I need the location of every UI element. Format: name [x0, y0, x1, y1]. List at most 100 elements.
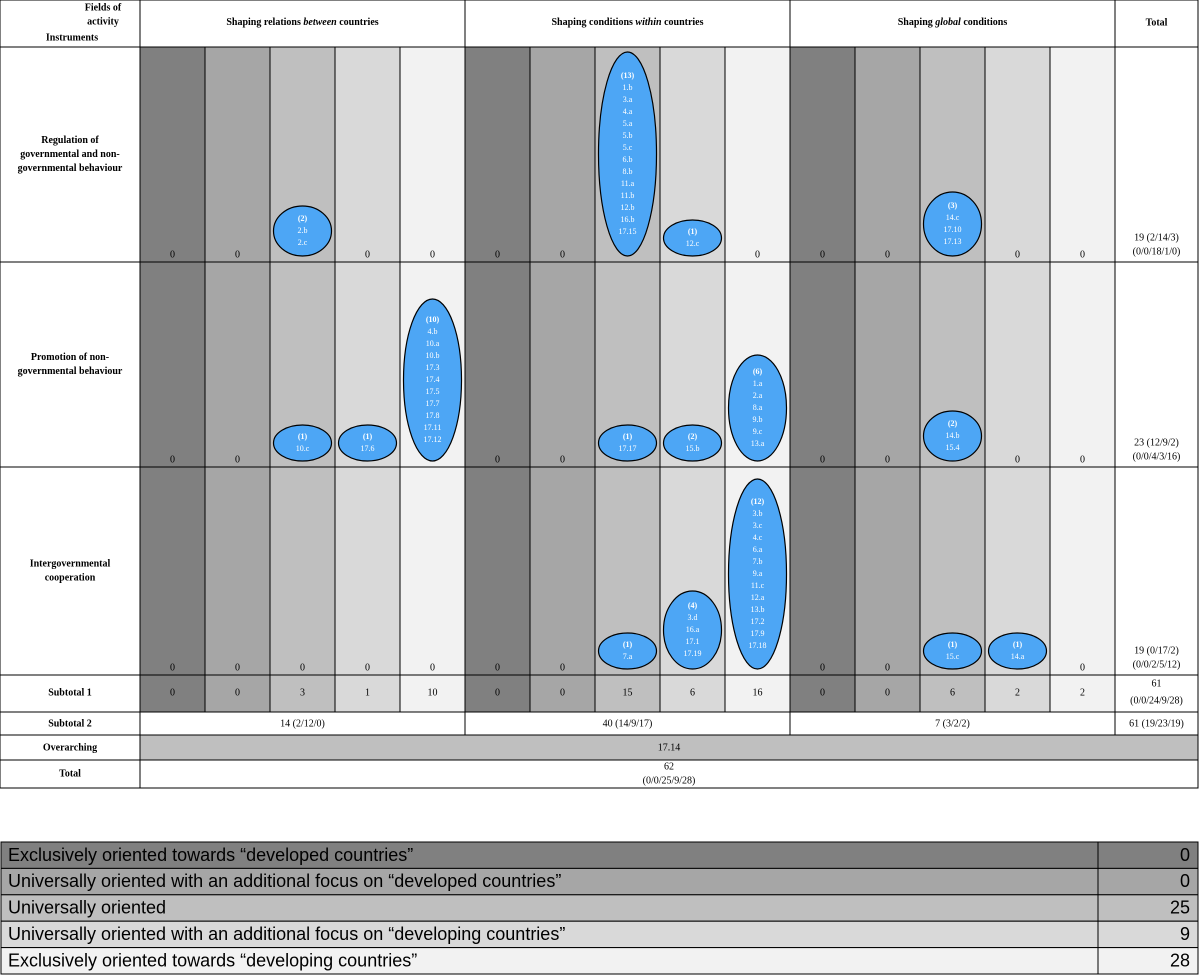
text: 15.c — [946, 652, 960, 661]
cell — [1097, 920, 1199, 949]
text: 62 — [664, 761, 674, 772]
text: 0 — [235, 454, 240, 465]
text: 61 (19/23/19) — [1129, 718, 1184, 729]
text: 9 — [1180, 924, 1190, 944]
goal-ellipse — [272, 205, 333, 257]
text: 0 — [820, 454, 825, 465]
header-part: conditions — [961, 17, 1008, 28]
cell — [0, 759, 141, 789]
text: 14.b — [946, 431, 960, 440]
text: Exclusively oriented towards “developed … — [8, 845, 413, 865]
text: 8.a — [753, 403, 763, 412]
text: 0 — [170, 662, 175, 673]
text: 13.a — [751, 439, 765, 448]
text: 17.7 — [426, 399, 440, 408]
text: 1 — [365, 687, 370, 698]
text: 17.15 — [619, 227, 637, 236]
cell — [984, 261, 1051, 468]
text: Universally oriented — [8, 898, 166, 918]
text: (6) — [753, 367, 763, 376]
text: Subtotal 2 — [48, 718, 92, 729]
text: (1) — [623, 640, 633, 649]
text: 15.b — [686, 444, 700, 453]
text: Universally oriented with an additional … — [8, 871, 561, 891]
text: 17.2 — [751, 617, 765, 626]
cell — [334, 46, 401, 263]
cell — [399, 466, 466, 676]
text: (1) — [1013, 640, 1023, 649]
text: 12.c — [686, 239, 700, 248]
text: 19 (0/17/2) — [1134, 645, 1179, 656]
text: cooperation — [45, 572, 96, 583]
text: Overarching — [43, 742, 97, 753]
cell — [399, 46, 466, 263]
text: 0 — [560, 687, 565, 698]
text: 16.a — [686, 625, 700, 634]
text: 0 — [235, 662, 240, 673]
text: 9.c — [753, 427, 763, 436]
cell — [1097, 867, 1199, 896]
group-header: Shaping relations between countries — [226, 17, 378, 28]
text: (0/0/2/5/12) — [1133, 659, 1181, 670]
text: 17.13 — [944, 237, 962, 246]
header-part: Shaping — [898, 17, 936, 28]
goal-ellipse — [727, 354, 788, 462]
text: 4.c — [753, 533, 763, 542]
text: (0/0/4/3/16) — [1133, 451, 1181, 462]
text: 0 — [170, 454, 175, 465]
text: 7 (3/2/2) — [935, 718, 970, 729]
group-header: Shaping global conditions — [898, 17, 1008, 28]
text: (1) — [298, 432, 308, 441]
cell — [789, 674, 856, 713]
cell — [464, 261, 531, 468]
text: (0/0/25/9/28) — [643, 775, 696, 786]
cell — [529, 466, 596, 676]
text: 0 — [560, 662, 565, 673]
text: Intergovernmental — [30, 558, 111, 569]
text: 17.12 — [424, 435, 442, 444]
cell — [399, 674, 466, 713]
cell — [1097, 894, 1199, 922]
cell — [0, 674, 141, 713]
text: 17.14 — [658, 742, 681, 753]
cell — [1049, 466, 1116, 676]
text: 6 — [690, 687, 695, 698]
text: 0 — [1015, 249, 1020, 260]
text: 17.17 — [619, 444, 637, 453]
text: 0 — [820, 249, 825, 260]
text: 10.b — [426, 351, 440, 360]
cell — [204, 674, 271, 713]
text: Total — [1146, 17, 1168, 28]
text: 0 — [1080, 662, 1085, 673]
goal-ellipse — [987, 632, 1048, 670]
text: 7.a — [623, 652, 633, 661]
cell — [854, 466, 921, 676]
text: governmental and non- — [20, 149, 119, 160]
text: 6.b — [623, 155, 633, 164]
cell — [0, 734, 141, 761]
goal-ellipse — [922, 191, 983, 257]
goal-ellipse — [402, 298, 463, 462]
text: Subtotal 1 — [48, 687, 92, 698]
text: 0 — [1015, 454, 1020, 465]
cell — [0, 466, 141, 676]
text: 15.4 — [946, 443, 960, 452]
header-part: countries — [662, 17, 704, 28]
text: 6.a — [753, 545, 763, 554]
text: 10.a — [426, 339, 440, 348]
header-part: Shaping relations — [226, 17, 303, 28]
text: (2) — [298, 214, 308, 223]
goal-ellipse — [922, 632, 983, 670]
goal-ellipse — [597, 424, 658, 462]
cell — [1097, 841, 1199, 869]
text: 0 — [495, 249, 500, 260]
text: Fields of — [85, 2, 122, 13]
goal-ellipse — [597, 51, 658, 257]
text: 0 — [885, 454, 890, 465]
text: (2) — [948, 419, 958, 428]
text: 7.b — [753, 557, 763, 566]
text: 0 — [430, 662, 435, 673]
text: 0 — [755, 249, 760, 260]
text: 11.a — [621, 179, 635, 188]
